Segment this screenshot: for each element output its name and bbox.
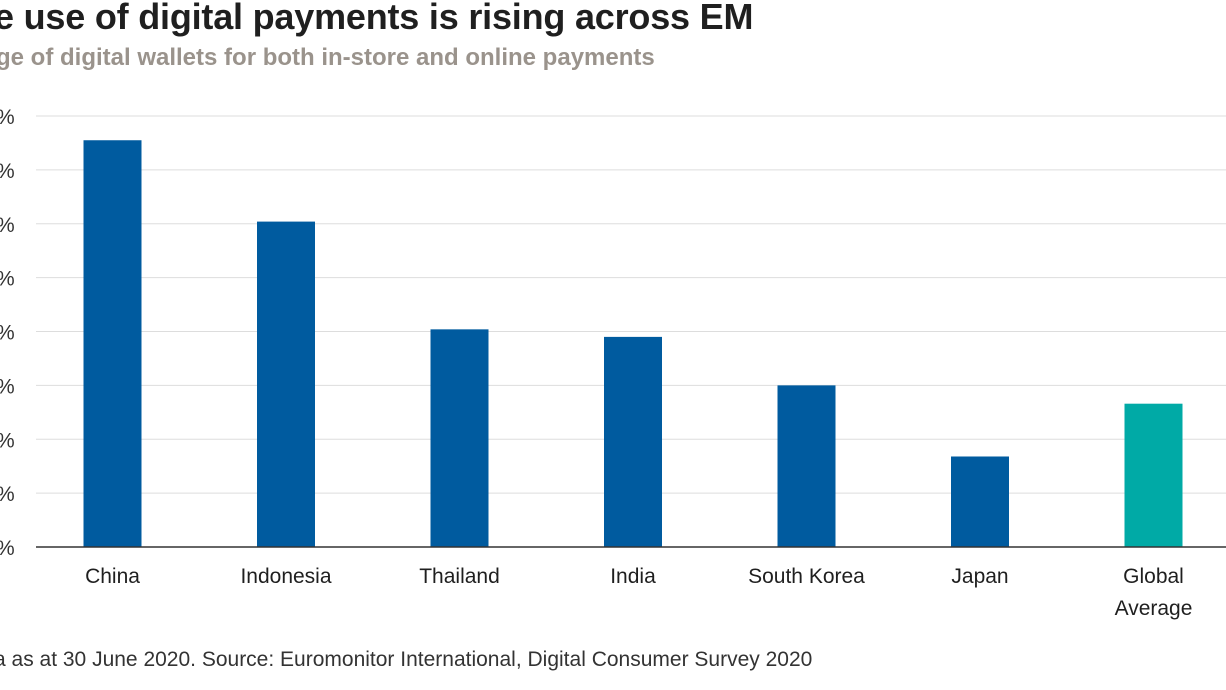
y-tick-label: % (0, 322, 15, 345)
y-axis-tick-labels: %%%%%%%%% (0, 106, 15, 560)
bar-china (83, 140, 142, 547)
x-tick-label: Thailand (419, 565, 500, 588)
x-axis-category-labels: China Indonesia Thailand India South Korea Ja… (85, 565, 1192, 620)
y-tick-label: % (0, 429, 15, 452)
x-tick-label: South Korea (748, 565, 865, 588)
bar-japan (951, 456, 1009, 547)
y-tick-label: % (0, 268, 15, 291)
bar-global-average (1124, 403, 1183, 547)
x-tick-label: Japan (951, 565, 1008, 588)
y-tick-label: % (0, 375, 15, 398)
bar-chart: %%%%%%%%% China Indonesia Thailand India Sou… (0, 106, 1226, 620)
chart-title: e use of digital payments is rising acro… (0, 0, 754, 37)
y-tick-label: % (0, 537, 15, 560)
bar-india (604, 336, 662, 547)
y-tick-label: % (0, 214, 15, 237)
source-note: a as at 30 June 2020. Source: Euromonito… (0, 648, 813, 671)
x-tick-label: China (85, 565, 140, 588)
chart-subtitle: ge of digital wallets for both in-store … (0, 44, 655, 71)
y-tick-label: % (0, 106, 15, 129)
bars (83, 140, 1183, 547)
x-tick-label: Indonesia (240, 565, 331, 588)
bar-thailand (430, 329, 489, 547)
x-tick-label: India (610, 565, 656, 588)
bar-south-korea (777, 385, 836, 547)
y-tick-label: % (0, 160, 15, 183)
x-tick-label: Average (1115, 597, 1193, 620)
x-tick-label: Global (1123, 565, 1184, 588)
y-tick-label: % (0, 483, 15, 506)
bar-indonesia (257, 221, 315, 547)
